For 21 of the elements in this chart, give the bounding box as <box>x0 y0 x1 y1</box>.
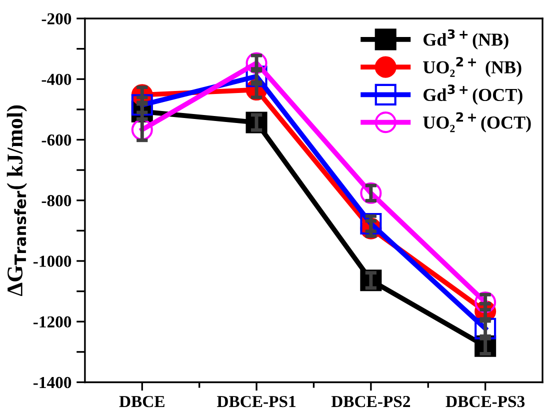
legend-label: UO₂$^{2+}$ (NB) <box>423 56 522 78</box>
x-tick-label: DBCE-PS2 <box>331 396 410 408</box>
point <box>360 182 382 204</box>
y-tick-label: -1400 <box>33 376 72 388</box>
y-tick-label: -1200 <box>33 316 72 328</box>
y-tick-label: -800 <box>42 195 72 206</box>
point <box>131 94 153 116</box>
x-tick-label: DBCE-PS3 <box>446 396 525 408</box>
legend-label: UO₂$^{2+}$(OCT) <box>423 112 531 132</box>
y-axis-title: ΔG$_{Transfer}$( kJ/mol) <box>6 105 28 296</box>
x-tick-label: DBCE-PS1 <box>217 396 296 408</box>
legend-label: Gd$^{3+}$(OCT) <box>424 84 522 105</box>
y-tick-label: -400 <box>42 74 72 86</box>
point <box>246 52 268 74</box>
point <box>474 291 496 313</box>
x-tick-label: DBCE <box>119 396 164 408</box>
y-tick-label: -600 <box>42 134 72 146</box>
legend-label: Gd$^{3+}$(NB) <box>424 29 508 50</box>
y-tick-label: -200 <box>42 13 72 24</box>
point <box>360 212 382 234</box>
y-tick-label: -1000 <box>33 256 72 267</box>
